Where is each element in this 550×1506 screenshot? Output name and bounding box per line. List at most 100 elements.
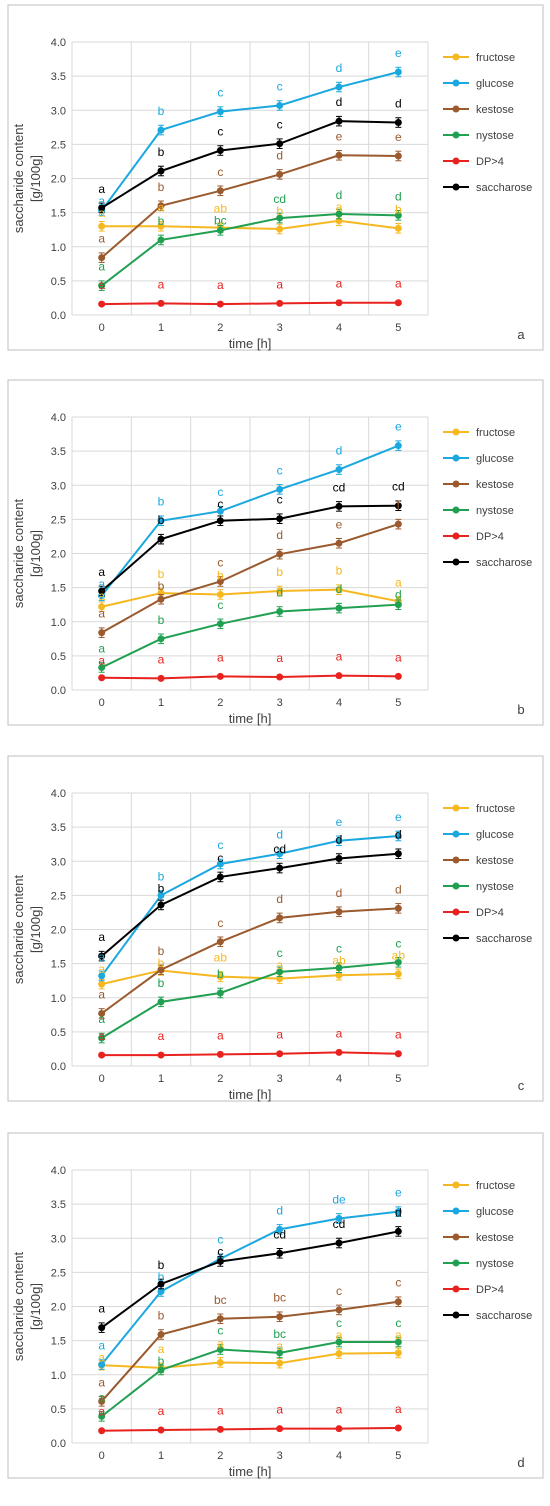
chart-a-legend-label-glucose: glucose [476,78,514,90]
chart-d-series-line-saccharose [101,1230,399,1329]
chart-b-sig-letter-fructose: a [395,575,402,589]
chart-c-sig-letter-saccharose: cd [273,842,286,856]
chart-d-data-point-kestose [98,1397,106,1405]
chart-d-ytick-label: 2.5 [51,1267,66,1279]
chart-d-frame [7,1132,544,1479]
chart-b-sig-letter-fructose: b [336,564,343,578]
chart-c-data-point-dp4 [276,1050,284,1058]
chart-c-data-point-fructose [335,971,343,979]
chart-b-legend-label-fructose: fructose [476,427,515,439]
chart-d-data-point-dp4 [335,1425,343,1433]
chart-c-ytick-label: 1.0 [51,993,66,1005]
chart-d-sig-letter-glucose: a [98,1339,105,1353]
chart-a-ytick-label: 0.5 [51,276,66,288]
chart-a-data-point-dp4 [335,299,343,307]
chart-b-xtick-label: 5 [395,697,401,709]
chart-c-sig-letter-dp4: a [276,1028,283,1042]
chart-b-data-point-dp4 [276,673,284,681]
chart-b-sig-letter-kestose: d [276,528,283,542]
chart-a-sig-letter-fructose: a [336,200,343,214]
chart-c-data-point-dp4 [157,1051,165,1059]
chart-c-data-point-glucose [276,850,284,858]
chart-c-series-line-kestose [101,907,399,1015]
chart-d-sig-letter-nystose: a [98,1390,105,1404]
chart-b-ytick-label: 3.5 [51,446,66,458]
chart-a-data-point-nystose [394,211,402,219]
chart-a-sig-letter-kestose: a [98,232,105,246]
chart-d-data-point-kestose [276,1313,284,1321]
chart-a-sig-letter-nystose: cd [273,192,286,206]
chart-d-sig-letter-glucose: b [158,1270,165,1284]
chart-c-data-point-dp4 [335,1048,343,1056]
chart-b-data-point-fructose [276,587,284,595]
chart-c-xtick-label: 4 [336,1073,342,1085]
chart-d-sig-letter-fructose: a [395,1328,402,1342]
chart-b-sig-letter-glucose: b [158,495,165,509]
chart-c-data-point-dp4 [98,1051,106,1059]
chart-a-sig-letter-nystose: bc [214,214,227,228]
chart-b-legend-swatch-marker-dp4 [452,532,460,540]
chart-a-data-point-nystose [157,236,165,244]
chart-a-series-line-nystose [101,212,399,287]
chart-c-sig-letter-glucose: e [336,815,343,829]
chart-b-frame [7,379,544,726]
chart-b-legend-swatch-marker-kestose [452,480,460,488]
chart-c-sig-letter-kestose: a [98,987,105,1001]
chart-d-sig-letter-nystose: b [158,1354,165,1368]
chart-c-data-point-glucose [335,837,343,845]
chart-a-xtick-label: 2 [217,322,223,334]
chart-d-sig-letter-dp4: a [98,1405,105,1419]
chart-b-sig-letter-saccharose: cd [392,480,405,494]
chart-b-y-axis-title: saccharide content [11,499,26,609]
chart-b-panel-label: b [517,702,524,717]
chart-c-ytick-label: 3.5 [51,822,66,834]
chart-c-data-point-saccharose [216,873,224,881]
chart-d-series-line-dp4 [101,1426,399,1432]
chart-b-sig-letter-saccharose: a [98,565,105,579]
chart-a-sig-letter-fructose: ab [214,202,228,216]
chart-c-data-point-glucose [394,832,402,840]
chart-c-data-point-kestose [394,904,402,912]
chart-b-sig-letter-fructose: b [217,568,224,582]
chart-b-series-line-kestose [101,523,399,634]
chart-a-y-axis-title: saccharide content [11,124,26,234]
chart-c-svg: 0.0 0.5 1.0 1.5 2.0 2.5 3.0 3.5 4.0 0 1 2 3 4 5 time [h… [7,755,544,1102]
chart-a-sig-letter-fructose: a [158,200,165,214]
chart-d-sig-letter-nystose: c [217,1323,223,1337]
chart-d-sig-letter-dp4: a [158,1404,165,1418]
chart-c-xtick-label: 1 [158,1073,164,1085]
chart-c-sig-letter-fructose: a [276,958,283,972]
chart-b-sig-letter-saccharose: b [158,513,165,527]
chart-a-data-point-kestose [98,254,106,262]
chart-a-ytick-label: 1.0 [51,242,66,254]
chart-c-sig-letter-nystose: c [336,942,342,956]
chart-b-ytick-label: 1.5 [51,583,66,595]
chart-b-data-point-saccharose [216,517,224,525]
chart-d-sig-letter-nystose: bc [273,1327,286,1341]
chart-c-data-point-kestose [157,966,165,974]
chart-b-sig-letter-glucose: e [395,420,402,434]
chart-b-series-line-nystose [101,603,399,669]
chart-panel-c: 0.0 0.5 1.0 1.5 2.0 2.5 3.0 3.5 4.0 0 1 2 3 4 5 time [h… [0,753,550,1123]
chart-c-x-axis-title: time [h] [229,1087,272,1102]
chart-a-sig-letter-glucose: a [98,194,105,208]
chart-d-sig-letter-dp4: a [276,1403,283,1417]
chart-d-legend-swatch-marker-saccharose [452,1311,460,1319]
chart-b-series-line-glucose [100,444,399,597]
chart-a-sig-letter-nystose: a [98,260,105,274]
chart-b-sig-letter-fructose: a [98,589,105,603]
chart-c-ytick-label: 0.0 [51,1061,66,1073]
chart-a-legend-label-saccharose: saccharose [476,182,532,194]
chart-c-sig-letter-nystose: b [158,976,165,990]
chart-c-data-point-saccharose [394,850,402,858]
chart-a-ytick-label: 3.0 [51,105,66,117]
chart-a-data-point-fructose [157,222,165,230]
chart-c-data-point-dp4 [216,1050,224,1058]
chart-d-xtick-label: 2 [217,1450,223,1462]
chart-d-sig-letter-glucose: d [276,1203,283,1217]
chart-d-ytick-label: 0.5 [51,1404,66,1416]
chart-d-data-point-glucose [394,1208,402,1216]
chart-d-series-line-glucose [100,1210,399,1366]
chart-b-sig-letter-dp4: a [395,650,402,664]
chart-b-xtick-label: 0 [99,697,105,709]
